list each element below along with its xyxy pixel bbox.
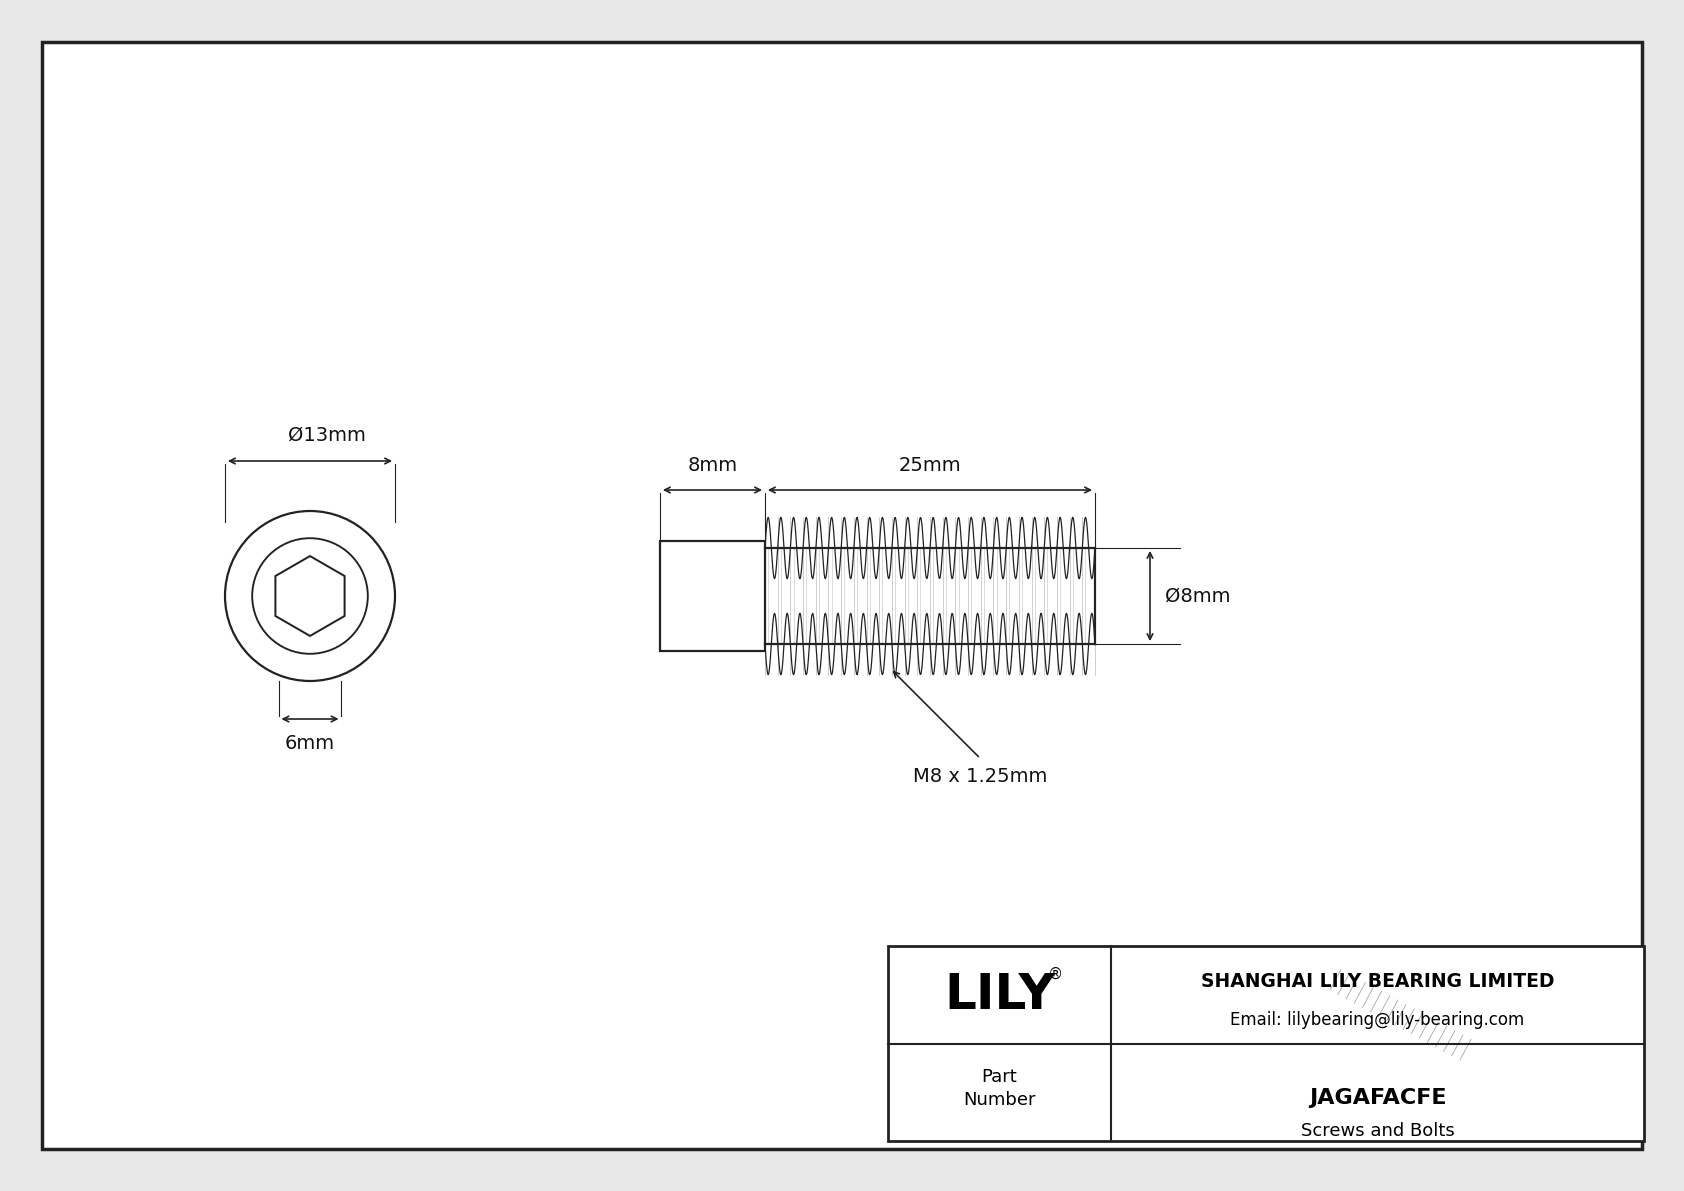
Text: 8mm: 8mm xyxy=(687,456,738,475)
Polygon shape xyxy=(1297,990,1319,1006)
Text: ®: ® xyxy=(1047,967,1063,983)
Text: Email: lilybearing@lily-bearing.com: Email: lilybearing@lily-bearing.com xyxy=(1231,1011,1524,1029)
Text: JAGAFACFE: JAGAFACFE xyxy=(1308,1089,1447,1108)
Text: 6mm: 6mm xyxy=(285,734,335,753)
Polygon shape xyxy=(1460,1040,1474,1060)
Text: M8 x 1.25mm: M8 x 1.25mm xyxy=(913,767,1047,786)
Polygon shape xyxy=(1282,950,1339,1002)
Text: LILY: LILY xyxy=(945,971,1054,1018)
Text: Ø8mm: Ø8mm xyxy=(1165,586,1231,605)
Text: SHANGHAI LILY BEARING LIMITED: SHANGHAI LILY BEARING LIMITED xyxy=(1201,972,1554,991)
Text: Screws and Bolts: Screws and Bolts xyxy=(1300,1122,1455,1140)
Ellipse shape xyxy=(1280,986,1334,1010)
Bar xyxy=(887,946,1644,1141)
Bar xyxy=(660,541,765,651)
Text: Part
Number: Part Number xyxy=(963,1067,1036,1109)
Text: Ø13mm: Ø13mm xyxy=(288,426,365,445)
Polygon shape xyxy=(1330,969,1472,1060)
Text: 25mm: 25mm xyxy=(899,456,962,475)
